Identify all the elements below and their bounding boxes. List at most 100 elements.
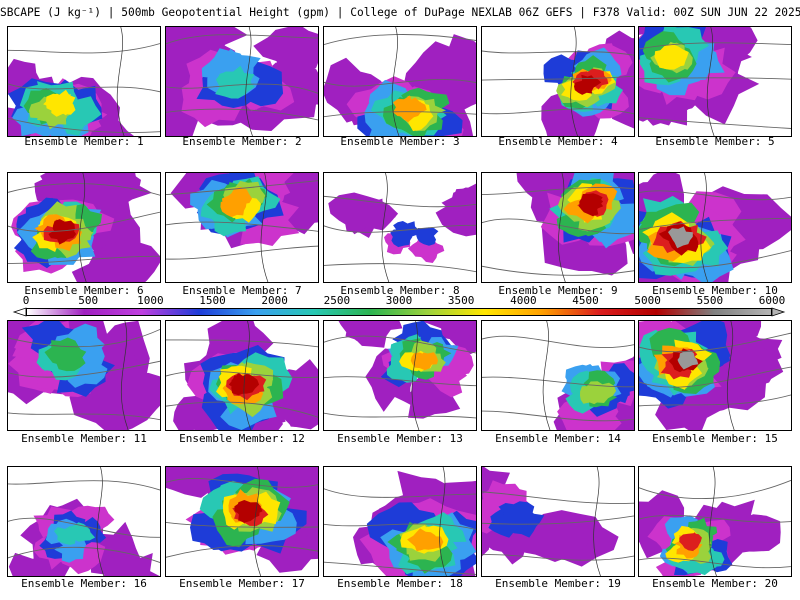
- cape-contour-fill: [482, 480, 525, 521]
- ensemble-member-label: Ensemble Member: 8: [340, 284, 460, 297]
- height-contour-line: [482, 554, 634, 561]
- cape-contour-fill: [54, 536, 87, 563]
- coastline: [558, 173, 566, 282]
- map-field: [482, 321, 634, 430]
- coastline: [96, 467, 105, 576]
- map-field: [639, 27, 791, 136]
- ensemble-member-map-10: [638, 172, 792, 283]
- coastline: [120, 321, 129, 430]
- map-field: [482, 173, 634, 282]
- height-contour-line: [324, 335, 476, 354]
- colorbar-tick-label: 4500: [572, 294, 599, 307]
- ensemble-member-map-5: [638, 26, 792, 137]
- ensemble-member-map-13: [323, 320, 477, 431]
- colorbar-extend-arrow: [12, 307, 27, 317]
- coastline: [243, 321, 252, 430]
- ensemble-member-map-15: [638, 320, 792, 431]
- cape-contour-fill: [657, 43, 689, 67]
- cape-contour-fill: [324, 57, 390, 123]
- colorbar-extend-arrow: [771, 307, 786, 317]
- cape-contour-fill: [679, 533, 702, 552]
- ensemble-member-label: Ensemble Member: 20: [652, 577, 778, 590]
- height-contour-line: [166, 370, 318, 378]
- height-contour-line: [166, 477, 318, 488]
- map-field: [166, 321, 318, 430]
- cape-contour-fill: [390, 229, 413, 248]
- height-contour-line: [639, 332, 791, 353]
- ensemble-member-label: Ensemble Member: 1: [24, 135, 144, 148]
- colorbar-tick-label: 2500: [323, 294, 351, 307]
- cape-contour-fill: [407, 236, 438, 257]
- ensemble-member-map-16: [7, 466, 161, 577]
- height-contour-line: [324, 224, 476, 233]
- height-contour-line: [166, 83, 318, 94]
- height-contour-line: [166, 221, 318, 232]
- height-contour-line: [324, 412, 476, 419]
- cape-contour-fill: [328, 192, 399, 235]
- map-field: [166, 467, 318, 576]
- height-contour-line: [324, 111, 476, 118]
- height-contour-line: [482, 75, 634, 81]
- cape-contour-fill: [668, 226, 693, 249]
- cape-contour-fill: [103, 553, 160, 576]
- ensemble-member-map-8: [323, 172, 477, 283]
- map-field: [482, 467, 634, 576]
- ensemble-member-label: Ensemble Member: 19: [495, 577, 621, 590]
- colorbar-tick-label: 5000: [634, 294, 661, 307]
- ensemble-member-map-12: [165, 320, 319, 431]
- ensemble-member-map-4: [481, 26, 635, 137]
- height-contour-line: [639, 394, 791, 407]
- colorbar-tick-label: 6000: [758, 294, 786, 307]
- map-field: [324, 321, 476, 430]
- height-contour-line: [8, 42, 160, 54]
- ensemble-member-map-1: [7, 26, 161, 137]
- coastline: [726, 321, 735, 430]
- height-contour-line: [324, 263, 476, 273]
- colorbar-tick-label: 3000: [385, 294, 413, 307]
- height-contour-line: [324, 195, 476, 208]
- height-contour-line: [324, 561, 476, 575]
- cape-contour-fill: [577, 74, 602, 93]
- cape-contour-fill: [8, 552, 72, 576]
- colorbar-arrows: [12, 307, 786, 317]
- colorbar-tick-label: 1000: [137, 294, 164, 307]
- colorbar-tick-label: 1500: [199, 294, 226, 307]
- coastline: [116, 27, 125, 136]
- coastline: [706, 27, 715, 136]
- ensemble-member-map-6: [7, 172, 161, 283]
- chart-title: SBCAPE (J kg⁻¹) | 500mb Geopotential Hei…: [0, 6, 800, 19]
- ensemble-member-map-11: [7, 320, 161, 431]
- map-field: [482, 27, 634, 136]
- coastline: [381, 173, 390, 282]
- height-contour-line: [324, 523, 476, 530]
- height-contour-line: [324, 488, 476, 498]
- map-field: [324, 27, 476, 136]
- colorbar-tick-label: 0: [22, 294, 30, 307]
- ensemble-member-label: Ensemble Member: 16: [21, 577, 147, 590]
- map-field: [324, 467, 476, 576]
- colorbar-tick-label: 4000: [510, 294, 537, 307]
- coastline: [253, 467, 262, 576]
- ensemble-member-map-17: [165, 466, 319, 577]
- height-contour-line: [8, 480, 160, 491]
- ensemble-member-label: Ensemble Member: 17: [179, 577, 305, 590]
- cape-contour-fill: [677, 350, 699, 370]
- coastline: [78, 173, 87, 282]
- height-contour-line: [482, 108, 634, 115]
- ensemble-member-label: Ensemble Member: 6: [24, 284, 144, 297]
- height-contour-line: [639, 479, 791, 500]
- height-contour-line: [324, 79, 476, 87]
- ensemble-member-label: Ensemble Member: 9: [498, 284, 618, 297]
- colorbar-tick-label: 5500: [696, 294, 724, 307]
- height-contour-line: [8, 183, 160, 196]
- height-contour-line: [324, 376, 476, 387]
- height-contour-line: [166, 401, 318, 418]
- colorbar-tick-label: 3500: [447, 294, 475, 307]
- colorbar-tick-label: 2000: [261, 294, 288, 307]
- height-contour-line: [166, 245, 318, 260]
- map-field: [166, 27, 318, 136]
- height-contour-line: [639, 557, 791, 569]
- map-field: [8, 173, 160, 282]
- ensemble-member-map-3: [323, 26, 477, 137]
- cape-contour-fill: [231, 372, 255, 396]
